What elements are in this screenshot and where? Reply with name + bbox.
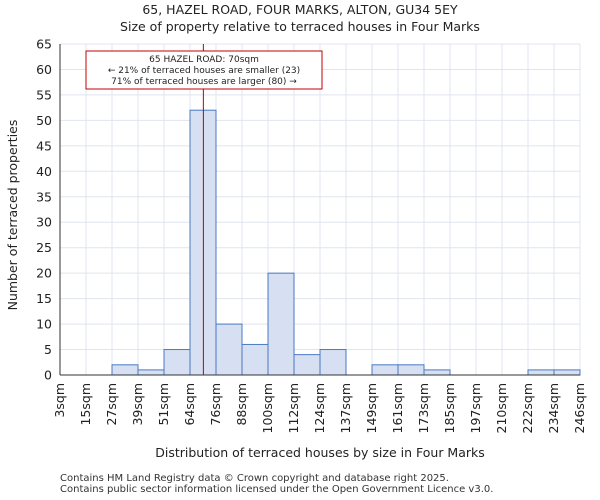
- bar: [241, 343, 269, 376]
- footer-licence: Contains public sector information licen…: [60, 484, 494, 495]
- y-tick-label: 15: [36, 291, 52, 306]
- annotation-line-3: 71% of terraced houses are larger (80) →: [111, 77, 297, 87]
- x-tick-label: 51sqm: [156, 383, 171, 426]
- y-tick-label: 0: [44, 368, 52, 383]
- x-tick-label: 112sqm: [286, 383, 301, 433]
- y-tick-label: 55: [36, 87, 52, 102]
- x-tick-label: 161sqm: [390, 383, 405, 433]
- x-tick-label: 15sqm: [78, 383, 93, 426]
- y-tick-label: 45: [36, 138, 52, 153]
- x-tick-label: 88sqm: [234, 383, 249, 426]
- y-axis-label: Number of terraced properties: [5, 120, 20, 311]
- x-axis-label: Distribution of terraced houses by size …: [155, 445, 485, 460]
- annotation-line-2: ← 21% of terraced houses are smaller (23…: [108, 66, 300, 76]
- y-ticks: 0 5 10 15 20 25 30 35 40 45 50 55 60 65: [36, 37, 52, 383]
- y-tick-label: 35: [36, 189, 52, 204]
- x-tick-label: 3sqm: [52, 383, 67, 418]
- x-tick-label: 76sqm: [208, 383, 223, 426]
- x-tick-label: 173sqm: [416, 383, 431, 433]
- bar: [527, 369, 555, 376]
- x-tick-label: 64sqm: [182, 383, 197, 426]
- chart-subtitle: Size of property relative to terraced ho…: [120, 19, 480, 34]
- bar: [163, 349, 191, 376]
- x-tick-label: 39sqm: [130, 383, 145, 426]
- x-tick-label: 100sqm: [260, 383, 275, 433]
- x-ticks: 3sqm 15sqm 27sqm 39sqm 51sqm 64sqm 76sqm 88sqm 1…: [52, 383, 587, 433]
- bar: [137, 369, 165, 376]
- x-tick-label: 234sqm: [546, 383, 561, 433]
- x-tick-label: 137sqm: [338, 383, 353, 433]
- x-tick-label: 210sqm: [494, 383, 509, 433]
- footer-copyright: Contains HM Land Registry data © Crown c…: [60, 473, 449, 484]
- bar: [397, 364, 425, 376]
- y-tick-label: 60: [36, 62, 52, 77]
- annotation-rect: [85, 50, 323, 90]
- x-tick-label: 185sqm: [442, 383, 457, 433]
- chart-title: 65, HAZEL ROAD, FOUR MARKS, ALTON, GU34 …: [142, 2, 458, 17]
- y-tick-label: 20: [36, 266, 52, 281]
- y-tick-label: 5: [44, 342, 52, 357]
- bar: [111, 364, 139, 376]
- x-tick-label: 27sqm: [104, 383, 119, 426]
- x-tick-label: 149sqm: [364, 383, 379, 433]
- bar: [553, 369, 581, 376]
- bar: [293, 354, 321, 376]
- x-tick-label: 222sqm: [520, 383, 535, 433]
- y-tick-label: 10: [36, 317, 52, 332]
- y-tick-label: 50: [36, 113, 52, 128]
- bar: [423, 369, 451, 376]
- bar: [215, 323, 243, 376]
- y-tick-label: 30: [36, 215, 52, 230]
- x-tick-label: 246sqm: [572, 383, 587, 433]
- bar: [319, 349, 347, 376]
- y-tick-label: 65: [36, 37, 52, 52]
- y-tick-label: 25: [36, 240, 52, 255]
- y-tick-label: 40: [36, 164, 52, 179]
- bar: [371, 364, 399, 376]
- grid-lines: [59, 43, 581, 376]
- annotation-line-1: 65 HAZEL ROAD: 70sqm: [149, 55, 259, 65]
- axes: [59, 44, 580, 376]
- x-tick-label: 197sqm: [468, 383, 483, 433]
- x-tick-label: 124sqm: [312, 383, 327, 433]
- annotation-box: 65 HAZEL ROAD: 70sqm ← 21% of terraced h…: [85, 50, 323, 90]
- bar: [267, 272, 295, 376]
